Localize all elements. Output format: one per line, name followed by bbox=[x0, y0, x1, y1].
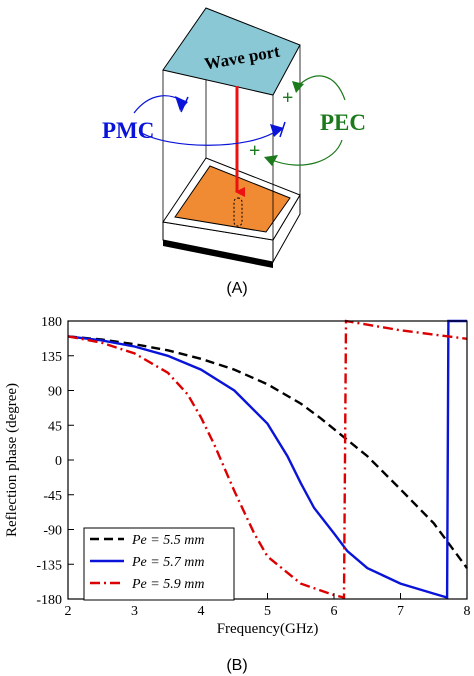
pec-plus-upper: + bbox=[282, 87, 293, 109]
y-axis: 180 135 90 45 0 -45 -90 -135 -180 bbox=[36, 315, 74, 608]
pmc-arrowhead-upper bbox=[175, 96, 188, 111]
pec-leader-upper bbox=[297, 75, 346, 101]
series-line-2 bbox=[67, 319, 467, 600]
y-tick-label: 90 bbox=[48, 385, 62, 400]
y-tick-label: -90 bbox=[43, 524, 62, 539]
y-tick-label: 180 bbox=[41, 315, 62, 330]
pec-plus-lower: + bbox=[249, 140, 260, 162]
x-tick-label: 6 bbox=[331, 604, 338, 619]
y-tick-label: -135 bbox=[36, 558, 62, 573]
series-line-1 bbox=[67, 335, 468, 569]
feed-probe bbox=[233, 197, 243, 227]
y-tick-label: -45 bbox=[43, 489, 62, 504]
y-tick-label: 0 bbox=[55, 454, 62, 469]
y-tick-label: 135 bbox=[41, 350, 62, 365]
panel-a-simulation-setup: Wave port PMC PEC + + (A) bbox=[102, 7, 366, 297]
series-line-3 bbox=[67, 319, 468, 600]
panel-b-caption: (B) bbox=[226, 657, 247, 674]
x-tick-label: 7 bbox=[397, 604, 404, 619]
ground-plane bbox=[163, 240, 273, 268]
patch bbox=[174, 165, 291, 233]
pec-arrowhead-upper bbox=[292, 81, 304, 93]
pmc-label: PMC bbox=[102, 118, 154, 143]
x-tick-label: 8 bbox=[464, 604, 471, 619]
x-axis-label: Frequency(GHz) bbox=[217, 621, 319, 637]
pmc-tick-lower bbox=[279, 121, 286, 138]
x-tick-label: 3 bbox=[131, 604, 138, 619]
y-tick-label: -180 bbox=[36, 593, 62, 608]
panel-a-caption: (A) bbox=[226, 280, 247, 297]
pmc-arrowhead-lower bbox=[270, 124, 284, 137]
legend-label-2: Pe = 5.7 mm bbox=[131, 555, 204, 570]
series-layer bbox=[67, 319, 468, 600]
pec-leader-lower bbox=[271, 139, 343, 166]
legend-label-1: Pe = 5.5 mm bbox=[131, 533, 204, 548]
x-tick-label: 5 bbox=[264, 604, 271, 619]
pmc-leader-lower bbox=[139, 129, 279, 146]
x-tick-label: 4 bbox=[198, 604, 205, 619]
x-axis: 2 3 4 5 6 7 8 bbox=[65, 593, 471, 619]
legend-label-3: Pe = 5.9 mm bbox=[131, 577, 204, 592]
pmc-tick-upper bbox=[180, 96, 189, 113]
legend: Pe = 5.5 mm Pe = 5.7 mm Pe = 5.9 mm bbox=[83, 527, 235, 601]
y-axis-label: Reflection phase (degree) bbox=[4, 383, 20, 537]
pec-arrowhead-lower bbox=[264, 155, 278, 166]
y-tick-label: 45 bbox=[48, 419, 62, 434]
pec-label: PEC bbox=[320, 110, 366, 135]
x-tick-label: 2 bbox=[65, 604, 72, 619]
